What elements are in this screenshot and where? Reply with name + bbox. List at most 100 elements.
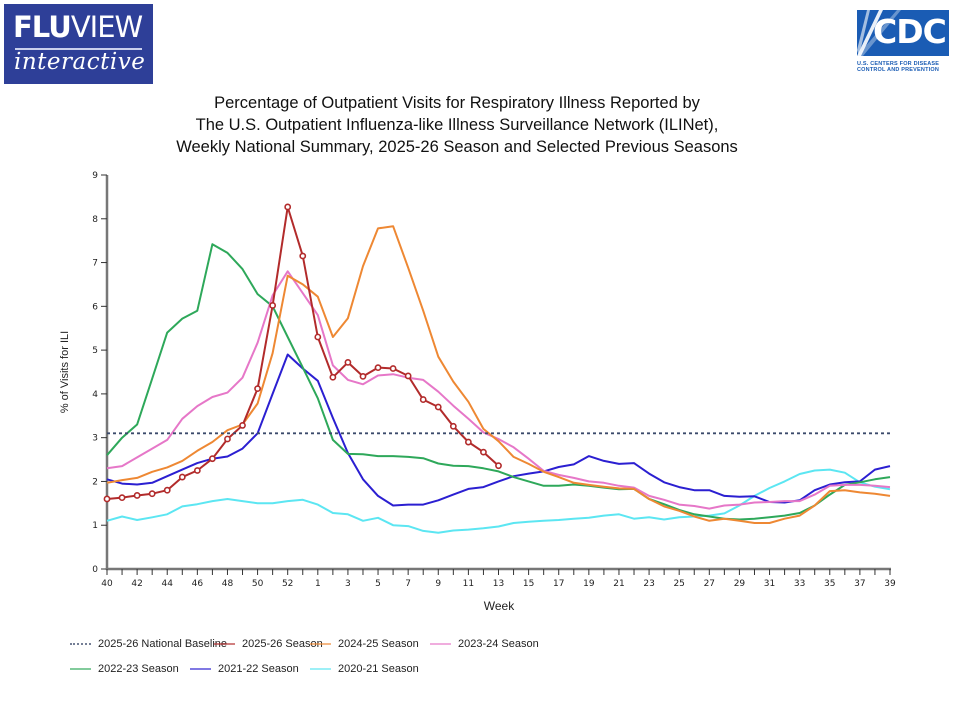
x-tick-label: 48 (222, 579, 234, 589)
legend-label: 2023-24 Season (458, 638, 539, 650)
data-point[interactable] (449, 422, 457, 430)
data-point[interactable] (148, 490, 156, 498)
data-point[interactable] (314, 333, 322, 341)
chart-title-line-2: The U.S. Outpatient Influenza-like Illne… (195, 116, 719, 134)
data-point[interactable] (419, 396, 427, 403)
x-tick-label: 21 (613, 579, 624, 589)
legend-label: 2025-26 Season (242, 638, 323, 650)
legend-label: 2021-22 Season (218, 663, 299, 675)
fluview-logo-bold: FLU (13, 10, 72, 44)
data-point[interactable] (464, 438, 472, 446)
data-point[interactable] (193, 467, 201, 474)
legend-item-2025-26-season[interactable]: 2025-26 Season (214, 636, 323, 652)
x-tick-label: 42 (131, 579, 142, 589)
data-point[interactable] (434, 403, 442, 411)
x-tick-label: 40 (101, 579, 113, 589)
legend-item-2025-26-national-baseline[interactable]: 2025-26 National Baseline (70, 636, 227, 652)
legend-item-2020-21-season[interactable]: 2020-21 Season (310, 661, 419, 677)
data-point[interactable] (344, 358, 352, 366)
x-tick-label: 15 (523, 579, 534, 589)
legend-swatch-icon (310, 643, 331, 645)
series-group (103, 203, 891, 534)
y-tick-label: 7 (92, 259, 98, 269)
x-tick-label: 1 (315, 579, 321, 589)
data-point[interactable] (284, 203, 292, 211)
series-2023-24-season (106, 270, 891, 510)
data-point[interactable] (224, 435, 231, 443)
series-line-2024-25-season (106, 225, 891, 524)
data-point[interactable] (404, 372, 412, 380)
x-tick-label: 9 (435, 579, 441, 589)
data-point[interactable] (254, 385, 261, 393)
cdc-logo-subtitle: U.S. CENTERS FOR DISEASE CONTROL AND PRE… (857, 61, 940, 73)
series-2025-26-season (103, 203, 502, 503)
x-tick-label: 31 (764, 579, 775, 589)
chart-title: Percentage of Outpatient Visits for Resp… (0, 92, 914, 158)
x-tick-label: 3 (345, 579, 351, 589)
chart-title-line-1: Percentage of Outpatient Visits for Resp… (214, 94, 700, 112)
x-tick-label: 13 (493, 579, 504, 589)
data-point[interactable] (495, 462, 502, 470)
y-axis-label: % of Visits for ILI (59, 331, 71, 413)
chart-title-line-3: Weekly National Summary, 2025-26 Season … (176, 138, 738, 156)
y-tick-label: 6 (92, 302, 98, 312)
fluview-logo-light: VIEW (70, 10, 143, 44)
data-point[interactable] (374, 364, 382, 372)
data-point[interactable] (299, 252, 307, 260)
x-tick-label: 25 (673, 579, 684, 589)
x-tick-label: 44 (162, 579, 174, 589)
x-tick-label: 27 (704, 579, 715, 589)
data-point[interactable] (329, 373, 337, 381)
legend-swatch-icon (190, 668, 211, 670)
data-point[interactable] (239, 422, 246, 429)
cdc-logo: CDC U.S. CENTERS FOR DISEASE CONTROL AND… (857, 10, 949, 80)
y-tick-label: 2 (92, 477, 98, 487)
data-point[interactable] (103, 495, 111, 503)
x-tick-label: 23 (643, 579, 654, 589)
legend-item-2023-24-season[interactable]: 2023-24 Season (430, 636, 539, 652)
data-point[interactable] (209, 455, 216, 463)
legend-swatch-icon (214, 643, 235, 645)
x-tick-label: 35 (824, 579, 835, 589)
data-point[interactable] (480, 448, 487, 456)
x-tick-label: 46 (192, 579, 204, 589)
legend-swatch-icon (70, 643, 91, 645)
x-tick-label: 5 (375, 579, 381, 589)
legend-label: 2020-21 Season (338, 663, 419, 675)
y-tick-label: 4 (92, 390, 98, 400)
legend-item-2022-23-season[interactable]: 2022-23 Season (70, 661, 179, 677)
x-tick-label: 37 (854, 579, 865, 589)
legend-item-2024-25-season[interactable]: 2024-25 Season (310, 636, 419, 652)
cdc-logo-mark: CDC (857, 10, 949, 56)
x-tick-label: 17 (553, 579, 564, 589)
data-point[interactable] (163, 486, 171, 494)
data-point[interactable] (389, 365, 397, 372)
y-tick-label: 8 (92, 215, 98, 225)
series-line-2023-24-season (106, 270, 891, 510)
data-point[interactable] (118, 494, 126, 502)
series-line-2025-26-season (106, 206, 500, 500)
legend-label: 2022-23 Season (98, 663, 179, 675)
y-tick-label: 9 (92, 171, 98, 181)
data-point[interactable] (359, 372, 367, 380)
fluview-logo-rule (15, 48, 142, 50)
series-2021-22-season (106, 353, 891, 507)
legend-swatch-icon (70, 668, 91, 670)
x-tick-label: 19 (583, 579, 595, 589)
data-point[interactable] (269, 302, 277, 309)
series-2024-25-season (106, 225, 891, 524)
cdc-logo-text: CDC (873, 12, 947, 51)
legend-label: 2025-26 National Baseline (98, 638, 228, 650)
x-tick-label: 11 (463, 579, 474, 589)
x-tick-label: 50 (252, 579, 264, 589)
y-tick-label: 5 (92, 346, 98, 356)
legend-item-2021-22-season[interactable]: 2021-22 Season (190, 661, 299, 677)
data-point[interactable] (133, 492, 141, 499)
x-tick-label: 52 (282, 579, 293, 589)
series-2022-23-season (106, 243, 891, 521)
data-point[interactable] (178, 473, 186, 481)
legend-swatch-icon (310, 668, 331, 670)
x-tick-label: 33 (794, 579, 805, 589)
series-2020-21-season (106, 468, 891, 534)
